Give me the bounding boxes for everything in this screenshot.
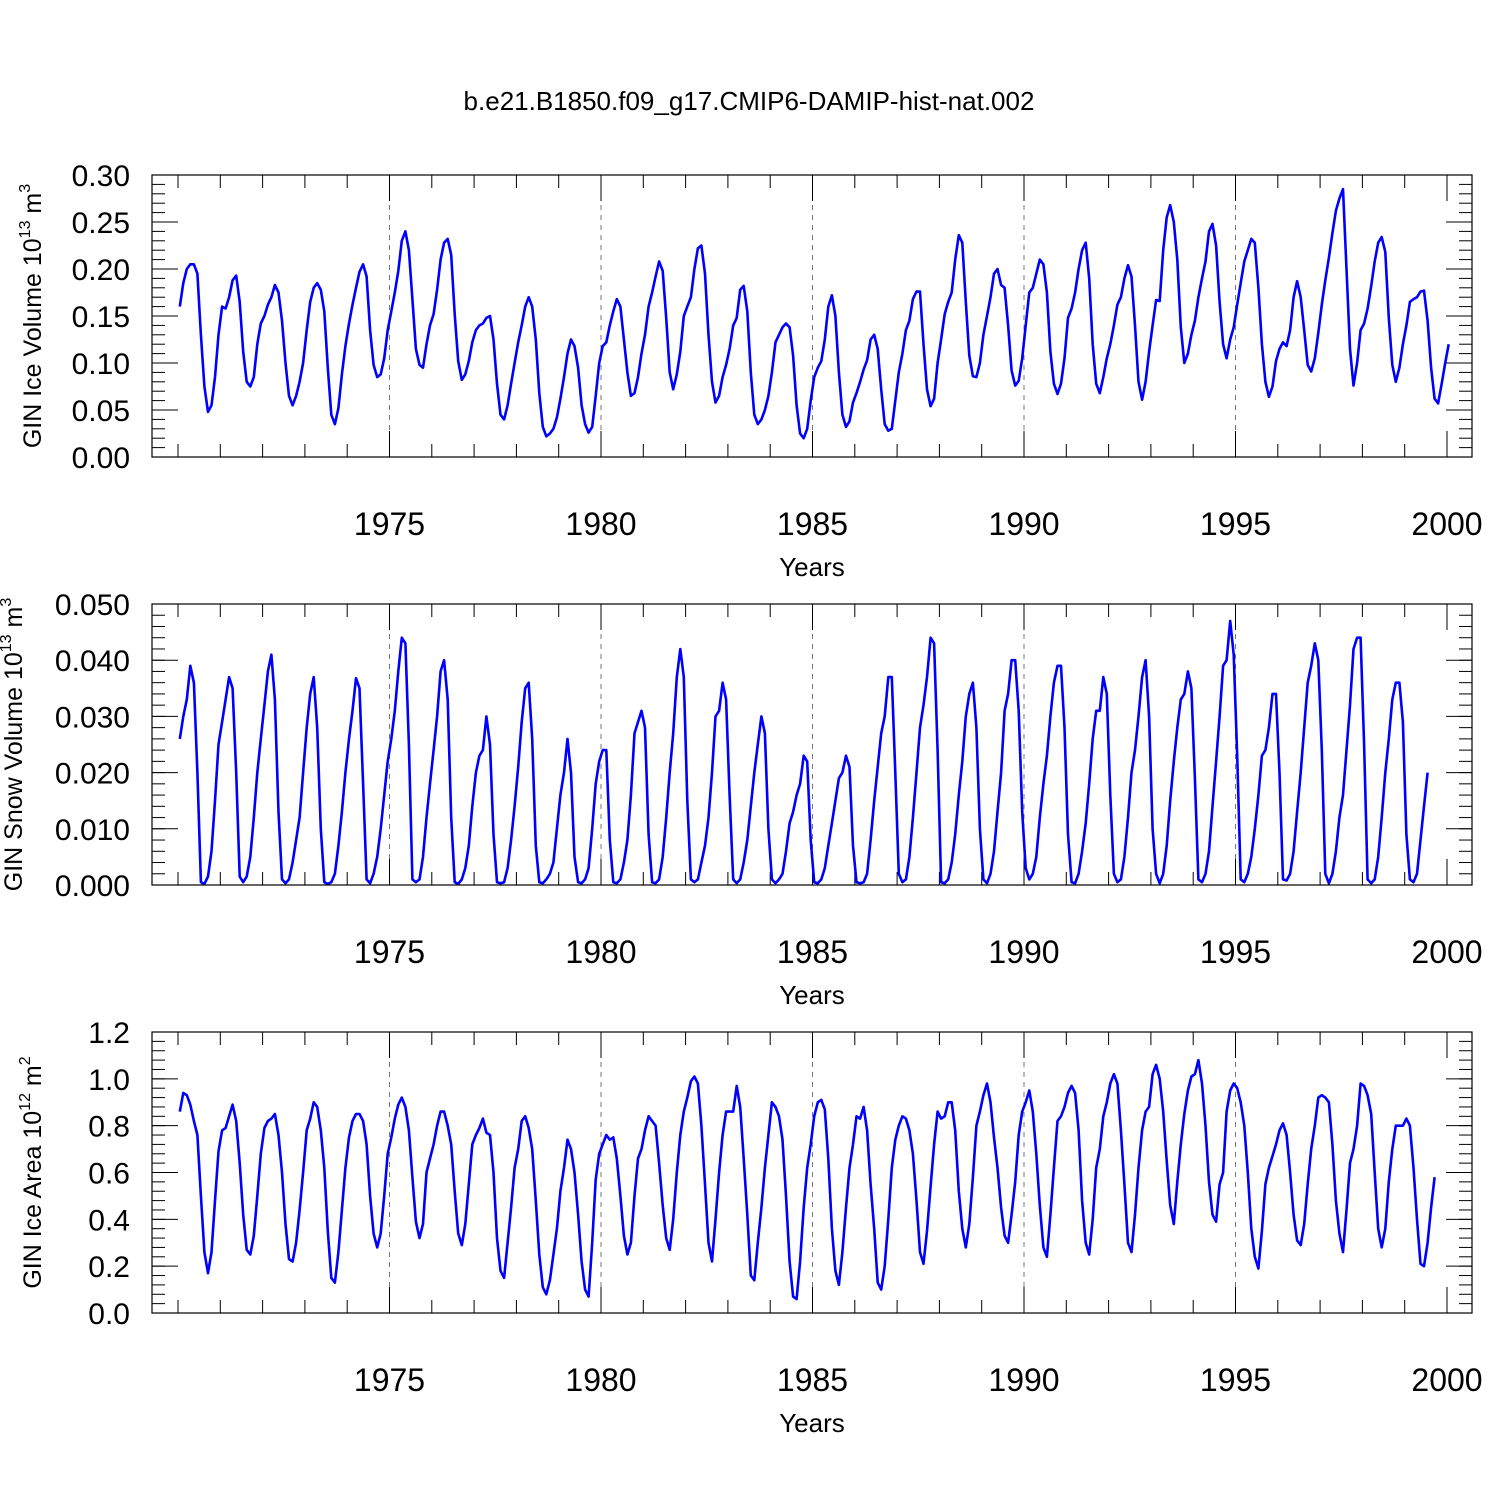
- x-tick-label: 1990: [988, 506, 1059, 542]
- x-tick-label: 1980: [565, 1362, 636, 1398]
- panel-ice-area: 0.0 0.2 0.4 0.6 0.8 1.0 1.2 1975 1980 1985 1990 199…: [17, 1017, 1483, 1438]
- panel-ice-volume: 0.00 0.05 0.10 0.15 0.20 0.25 0.30 1975 1980 1985…: [17, 160, 1483, 582]
- plot-frame: [151, 1031, 1473, 1314]
- y-axis-label: GIN Ice Area 1012 m2: [17, 1056, 47, 1288]
- x-axis-label: Years: [779, 552, 845, 582]
- x-tick-label: 1985: [777, 934, 848, 970]
- x-tick-label: 1990: [988, 934, 1059, 970]
- y-tick-label: 0.020: [55, 758, 130, 791]
- x-tick-label: 1980: [565, 506, 636, 542]
- x-tick-label: 2000: [1411, 506, 1482, 542]
- y-tick-label: 0.000: [55, 870, 130, 903]
- x-tick-label: 1985: [777, 1362, 848, 1398]
- y-tick-label: 0.15: [72, 301, 130, 334]
- x-tick-label: 2000: [1411, 934, 1482, 970]
- y-tick-label: 0.6: [88, 1158, 130, 1191]
- y-axis-label: GIN Snow Volume 1013 m3: [0, 598, 28, 892]
- x-tick-label: 1975: [354, 506, 425, 542]
- series-line-snow-volume: [178, 619, 1429, 886]
- x-tick-label: 1980: [565, 934, 636, 970]
- x-tick-label: 1990: [988, 1362, 1059, 1398]
- panel-snow-volume: 0.000 0.010 0.020 0.030 0.040 0.050 1975 1980 19…: [0, 589, 1483, 1010]
- x-tick-label: 1995: [1200, 506, 1271, 542]
- chart-title: b.e21.B1850.f09_g17.CMIP6-DAMIP-hist-nat…: [464, 86, 1035, 116]
- y-tick-label: 0.30: [72, 160, 130, 193]
- y-tick-label: 0.040: [55, 645, 130, 678]
- plot-frame: [151, 174, 1473, 458]
- x-tick-label: 1995: [1200, 934, 1271, 970]
- y-tick-label: 0.25: [72, 207, 130, 240]
- x-tick-label: 1985: [777, 506, 848, 542]
- panels: 0.00 0.05 0.10 0.15 0.20 0.25 0.30 1975 1980 1985…: [0, 160, 1483, 1438]
- y-axis-label: GIN Ice Volume 1013 m3: [17, 184, 47, 448]
- y-tick-label: 0.20: [72, 254, 130, 287]
- x-tick-label: 1995: [1200, 1362, 1271, 1398]
- y-tick-label: 0.050: [55, 589, 130, 622]
- x-tick-label: 1975: [354, 934, 425, 970]
- y-tick-label: 0.00: [72, 442, 130, 475]
- series-line-ice-area: [178, 1058, 1436, 1301]
- x-axis-label: Years: [779, 1408, 845, 1438]
- y-tick-label: 0.0: [88, 1298, 130, 1331]
- x-tick-label: 2000: [1411, 1362, 1482, 1398]
- x-tick-label: 1975: [354, 1362, 425, 1398]
- y-tick-label: 1.2: [88, 1017, 130, 1050]
- y-tick-label: 0.05: [72, 395, 130, 428]
- y-tick-label: 0.10: [72, 348, 130, 381]
- y-tick-label: 0.010: [55, 814, 130, 847]
- y-tick-label: 0.8: [88, 1111, 130, 1144]
- y-tick-label: 0.4: [88, 1204, 130, 1237]
- y-tick-label: 1.0: [88, 1064, 130, 1097]
- y-tick-label: 0.2: [88, 1251, 130, 1284]
- y-tick-label: 0.030: [55, 701, 130, 734]
- series-line-ice-volume: [178, 187, 1450, 440]
- plot-frame: [151, 603, 1473, 886]
- x-axis-label: Years: [779, 980, 845, 1010]
